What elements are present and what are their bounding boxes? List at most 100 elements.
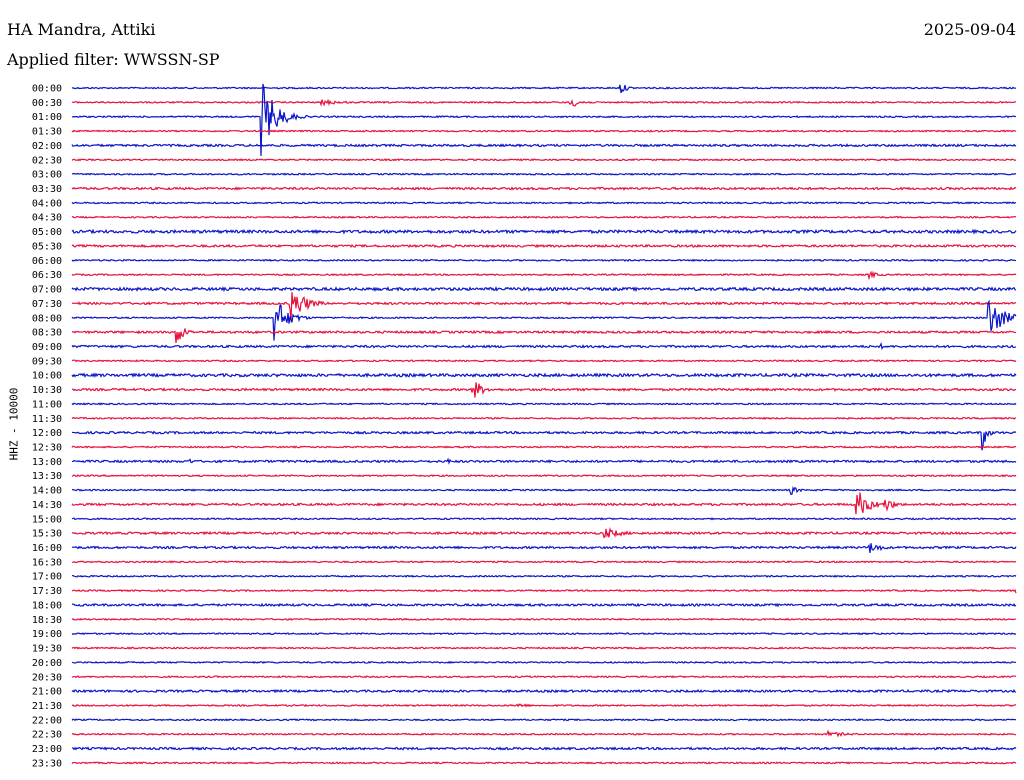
trace-row [71, 416, 1017, 420]
row-time-label: 21:30 [32, 701, 62, 712]
row-time-label: 14:30 [32, 500, 62, 511]
row-time-label: 01:30 [32, 127, 62, 138]
row-time-label: 12:30 [32, 443, 62, 454]
row-time-label: 16:30 [32, 557, 62, 568]
row-time-label: 22:30 [32, 730, 62, 741]
trace-row [72, 543, 1017, 554]
trace-row [71, 328, 1017, 343]
row-time-label: 16:00 [32, 543, 62, 554]
row-time-label: 20:00 [32, 658, 62, 669]
trace-row [71, 215, 1017, 219]
trace-row [71, 588, 1017, 594]
row-time-label: 04:00 [32, 198, 62, 209]
row-time-label: 18:00 [32, 600, 62, 611]
trace-row [71, 359, 1017, 363]
trace-row [71, 158, 1017, 162]
trace-row [71, 372, 1017, 379]
trace-row [71, 574, 1017, 578]
trace-row [71, 186, 1017, 191]
trace-row [71, 675, 1017, 679]
row-time-label: 10:00 [32, 371, 62, 382]
trace-row [71, 382, 1017, 398]
trace-row [71, 228, 1017, 235]
row-time-label: 15:00 [32, 514, 62, 525]
trace-row [71, 129, 1017, 133]
station-title: HA Mandra, Attiki [7, 20, 156, 39]
row-time-label: 00:00 [32, 84, 62, 95]
trace-row [71, 688, 1017, 694]
row-time-label: 19:00 [32, 629, 62, 640]
row-time-label: 13:30 [32, 471, 62, 482]
row-time-label: 02:00 [32, 141, 62, 152]
trace-row [71, 457, 1017, 465]
row-time-label: 07:00 [32, 285, 62, 296]
trace-row [71, 485, 1017, 496]
row-time-label: 18:30 [32, 615, 62, 626]
row-time-label: 17:00 [32, 572, 62, 583]
trace-row [71, 299, 1017, 341]
row-time-label: 00:30 [32, 98, 62, 109]
trace-row [71, 646, 1017, 650]
trace-row [71, 286, 1017, 293]
row-time-label: 21:00 [32, 687, 62, 698]
row-time-label: 19:30 [32, 644, 62, 655]
row-time-label: 11:30 [32, 414, 62, 425]
row-time-label: 06:00 [32, 256, 62, 267]
row-time-label: 08:30 [32, 328, 62, 339]
trace-row [71, 474, 1017, 478]
trace-row [71, 560, 1017, 564]
row-time-label: 11:00 [32, 399, 62, 410]
trace-row [71, 746, 1017, 751]
trace-row [71, 342, 1017, 351]
trace-row [71, 703, 1017, 708]
trace-row [71, 98, 1017, 107]
row-time-label: 10:30 [32, 385, 62, 396]
row-time-label: 06:30 [32, 270, 62, 281]
row-time-label: 03:30 [32, 184, 62, 195]
trace-row [71, 143, 1017, 148]
row-time-label: 13:00 [32, 457, 62, 468]
row-time-label: 02:30 [32, 155, 62, 166]
row-time-label: 22:00 [32, 715, 62, 726]
row-time-label: 09:00 [32, 342, 62, 353]
row-time-label: 12:00 [32, 428, 62, 439]
row-time-label: 05:00 [32, 227, 62, 238]
trace-row [71, 201, 1017, 205]
row-time-label: 05:30 [32, 241, 62, 252]
trace-row [71, 445, 1017, 449]
trace-row [71, 402, 1017, 406]
row-time-label: 08:00 [32, 313, 62, 324]
trace-row [71, 270, 1017, 281]
row-time-label: 15:30 [32, 529, 62, 540]
trace-row [71, 84, 1017, 94]
trace-row [71, 761, 1017, 765]
trace-row [71, 492, 1017, 515]
trace-row [71, 602, 1017, 608]
date-label: 2025-09-04 [923, 20, 1016, 39]
trace-row [71, 517, 1017, 521]
trace-row [71, 617, 1017, 621]
row-time-label: 09:30 [32, 356, 62, 367]
row-time-label: 04:30 [32, 213, 62, 224]
trace-row [71, 526, 1017, 539]
trace-row [71, 718, 1017, 722]
row-time-label: 01:00 [32, 112, 62, 123]
row-time-label: 20:30 [32, 672, 62, 683]
trace-row [71, 83, 1017, 156]
row-time-label: 17:30 [32, 586, 62, 597]
trace-row [71, 292, 1017, 322]
row-time-label: 14:00 [32, 486, 62, 497]
row-time-label: 23:30 [32, 758, 62, 769]
trace-row [71, 258, 1017, 263]
trace-row [71, 729, 1017, 738]
filter-label: Applied filter: WWSSN-SP [7, 50, 220, 69]
trace-row [71, 430, 1017, 451]
row-time-label: 03:00 [32, 170, 62, 181]
trace-row [71, 660, 1017, 665]
trace-row [71, 243, 1017, 249]
trace-row [71, 172, 1017, 176]
row-time-label: 07:30 [32, 299, 62, 310]
trace-row [71, 632, 1017, 636]
